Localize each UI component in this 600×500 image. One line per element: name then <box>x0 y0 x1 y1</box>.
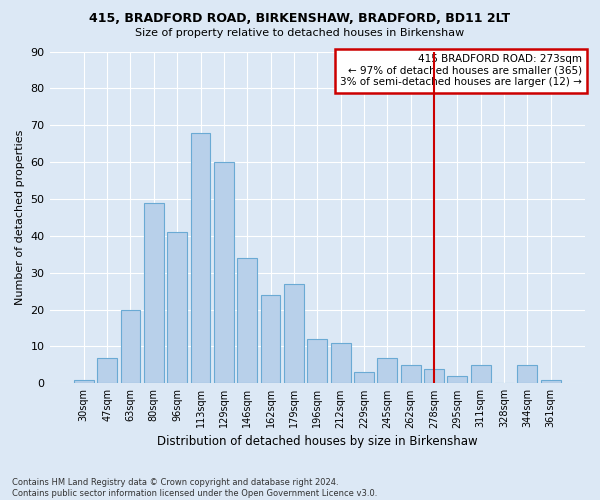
Bar <box>238 258 257 384</box>
Bar <box>284 284 304 384</box>
Text: Size of property relative to detached houses in Birkenshaw: Size of property relative to detached ho… <box>136 28 464 38</box>
Y-axis label: Number of detached properties: Number of detached properties <box>15 130 25 305</box>
Text: 415 BRADFORD ROAD: 273sqm
← 97% of detached houses are smaller (365)
3% of semi-: 415 BRADFORD ROAD: 273sqm ← 97% of detac… <box>340 54 582 88</box>
Bar <box>260 295 280 384</box>
Bar <box>517 365 538 384</box>
Text: 415, BRADFORD ROAD, BIRKENSHAW, BRADFORD, BD11 2LT: 415, BRADFORD ROAD, BIRKENSHAW, BRADFORD… <box>89 12 511 26</box>
Bar <box>74 380 94 384</box>
Bar <box>144 202 164 384</box>
Bar <box>121 310 140 384</box>
X-axis label: Distribution of detached houses by size in Birkenshaw: Distribution of detached houses by size … <box>157 434 478 448</box>
Bar <box>471 365 491 384</box>
Text: Contains HM Land Registry data © Crown copyright and database right 2024.
Contai: Contains HM Land Registry data © Crown c… <box>12 478 377 498</box>
Bar <box>401 365 421 384</box>
Bar <box>214 162 234 384</box>
Bar <box>191 132 211 384</box>
Bar <box>448 376 467 384</box>
Bar <box>354 372 374 384</box>
Bar <box>541 380 560 384</box>
Bar <box>307 339 327 384</box>
Bar <box>167 232 187 384</box>
Bar <box>424 368 444 384</box>
Bar <box>331 343 350 384</box>
Bar <box>377 358 397 384</box>
Bar <box>97 358 117 384</box>
